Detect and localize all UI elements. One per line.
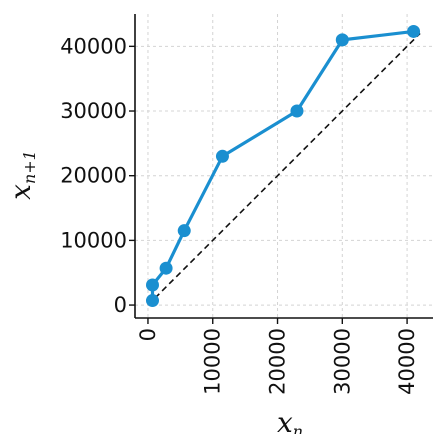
y-axis-title: xn+1 — [4, 150, 39, 200]
x-tick-label-2: 20000 — [266, 328, 290, 395]
y-axis-title-subscript: n+1 — [20, 150, 39, 184]
data-point-4 — [215, 149, 229, 163]
x-tick-label-3: 30000 — [330, 328, 354, 395]
series-line-0 — [150, 29, 414, 301]
y-tick-label-0: 0 — [114, 293, 127, 317]
y-tick-label-2: 20000 — [60, 164, 127, 188]
x-axis-title-subscript: n — [293, 422, 303, 434]
data-point-3 — [177, 224, 191, 238]
x-tick-label-1: 10000 — [201, 328, 225, 395]
data-point-7 — [407, 24, 421, 38]
data-point-0 — [145, 294, 159, 308]
y-tick-label-1: 10000 — [60, 228, 127, 252]
data-point-1 — [145, 278, 159, 292]
reference-diagonal-line — [147, 32, 421, 306]
x-axis-title: xn — [277, 406, 303, 434]
data-point-5 — [290, 104, 304, 118]
x-tick-label-0: 0 — [136, 328, 160, 341]
x-tick-label-4: 40000 — [395, 328, 419, 395]
data-point-2 — [159, 261, 173, 275]
data-point-6 — [335, 33, 349, 47]
y-tick-label-3: 30000 — [60, 99, 127, 123]
y-tick-label-4: 40000 — [60, 34, 127, 58]
